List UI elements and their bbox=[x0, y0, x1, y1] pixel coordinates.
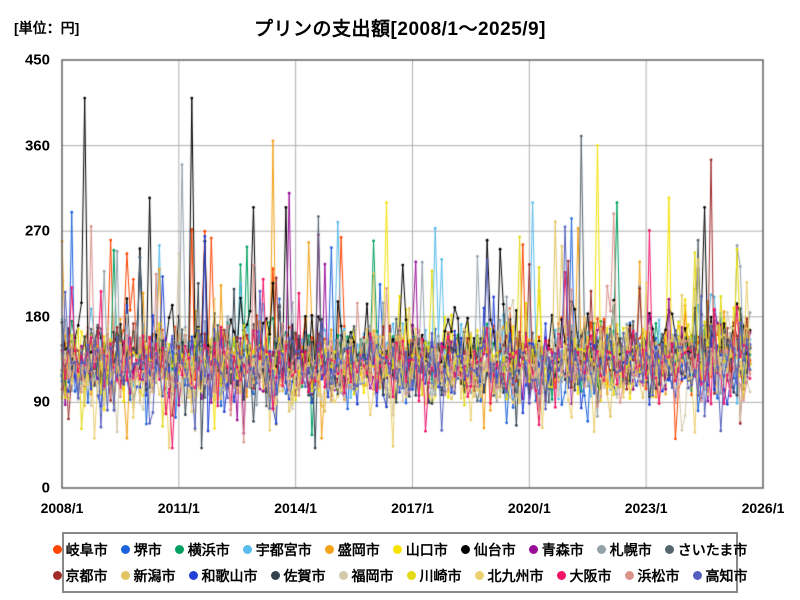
legend-dot-icon bbox=[624, 571, 634, 580]
legend-item-label: 京都市 bbox=[65, 567, 108, 584]
legend-dot-icon bbox=[664, 545, 674, 554]
legend-item: 仙台市 bbox=[460, 540, 516, 560]
legend-item: 横浜市 bbox=[174, 540, 230, 560]
y-axis-tick-label: 360 bbox=[24, 137, 50, 155]
legend-item-label: 宇都宮市 bbox=[255, 541, 312, 558]
legend-item-label: 仙台市 bbox=[473, 541, 516, 558]
legend-dot-icon bbox=[474, 571, 484, 580]
legend-item-label: 横浜市 bbox=[187, 541, 230, 558]
y-axis-tick-label: 270 bbox=[24, 222, 50, 240]
legend-dot-icon bbox=[188, 571, 198, 580]
legend-item: 福岡市 bbox=[338, 566, 394, 586]
legend-item-label: 北九州市 bbox=[487, 567, 544, 584]
legend-item-label: 佐賀市 bbox=[283, 567, 326, 584]
legend-item: 北九州市 bbox=[474, 566, 544, 586]
legend-dot-icon bbox=[528, 545, 538, 554]
legend-item: 宇都宮市 bbox=[242, 540, 312, 560]
y-axis-tick-label: 180 bbox=[24, 308, 50, 326]
legend: 岐阜市 堺市 横浜市 宇都宮市 盛岡市 山口市 仙台市 青森市 札幌市 さいたま市京都市 新潟市 和歌… bbox=[52, 532, 748, 593]
legend-item-label: 盛岡市 bbox=[337, 541, 380, 558]
x-axis-tick-label: 2023/1 bbox=[624, 500, 668, 516]
legend-item: さいたま市 bbox=[664, 540, 748, 560]
legend-item: 札幌市 bbox=[596, 540, 652, 560]
x-axis-tick-label: 2026/1 bbox=[741, 500, 785, 516]
legend-dot-icon bbox=[692, 571, 702, 580]
legend-item-label: 和歌山市 bbox=[201, 567, 258, 584]
legend-item-label: 山口市 bbox=[405, 541, 448, 558]
legend-dot-icon bbox=[120, 571, 130, 580]
x-axis-tick-label: 2011/1 bbox=[157, 500, 200, 516]
legend-item-label: 大阪市 bbox=[569, 567, 612, 584]
legend-item: 新潟市 bbox=[120, 566, 176, 586]
legend-item: 川崎市 bbox=[406, 566, 462, 586]
x-axis-tick-label: 2017/1 bbox=[391, 500, 434, 516]
y-axis-tick-label: 0 bbox=[41, 479, 50, 497]
legend-item: 佐賀市 bbox=[270, 566, 326, 586]
x-axis-tick-label: 2008/1 bbox=[40, 500, 84, 516]
legend-item-label: 浜松市 bbox=[637, 567, 680, 584]
legend-dot-icon bbox=[52, 545, 62, 554]
legend-dot-icon bbox=[338, 571, 348, 580]
legend-item: 京都市 bbox=[52, 566, 108, 586]
x-axis-tick-label: 2020/1 bbox=[507, 500, 551, 516]
legend-item: 堺市 bbox=[120, 540, 162, 560]
legend-item: 岐阜市 bbox=[52, 540, 108, 560]
legend-item: 和歌山市 bbox=[188, 566, 258, 586]
legend-dot-icon bbox=[460, 545, 470, 554]
legend-dot-icon bbox=[392, 545, 402, 554]
legend-item: 大阪市 bbox=[556, 566, 612, 586]
legend-item-label: 新潟市 bbox=[133, 567, 176, 584]
legend-item-label: 札幌市 bbox=[609, 541, 652, 558]
legend-dot-icon bbox=[120, 545, 130, 554]
legend-dot-icon bbox=[406, 571, 416, 580]
legend-dot-icon bbox=[556, 571, 566, 580]
legend-dot-icon bbox=[324, 545, 334, 554]
x-axis-tick-label: 2014/1 bbox=[274, 500, 318, 516]
legend-row: 岐阜市 堺市 横浜市 宇都宮市 盛岡市 山口市 仙台市 青森市 札幌市 さいたま市 bbox=[52, 537, 748, 562]
y-axis-tick-label: 450 bbox=[24, 51, 50, 69]
legend-dot-icon bbox=[270, 571, 280, 580]
legend-item-label: 青森市 bbox=[541, 541, 584, 558]
unit-label: [単位：円] bbox=[14, 20, 80, 36]
legend-item-label: さいたま市 bbox=[677, 541, 748, 558]
y-axis-tick-label: 90 bbox=[33, 393, 50, 411]
legend-dot-icon bbox=[174, 545, 184, 554]
legend-item: 高知市 bbox=[692, 566, 748, 586]
legend-row: 京都市 新潟市 和歌山市 佐賀市 福岡市 川崎市 北九州市 大阪市 浜松市 高知市 bbox=[52, 563, 748, 588]
legend-item: 山口市 bbox=[392, 540, 448, 560]
legend-item-label: 川崎市 bbox=[419, 567, 462, 584]
legend-item-label: 高知市 bbox=[705, 567, 748, 584]
legend-dot-icon bbox=[242, 545, 252, 554]
legend-item-label: 福岡市 bbox=[351, 567, 394, 584]
legend-dot-icon bbox=[596, 545, 606, 554]
legend-item: 盛岡市 bbox=[324, 540, 380, 560]
legend-item-label: 岐阜市 bbox=[65, 541, 108, 558]
chart-title: プリンの支出額[2008/1～2025/9] bbox=[254, 19, 546, 40]
legend-item: 青森市 bbox=[528, 540, 584, 560]
legend-item: 浜松市 bbox=[624, 566, 680, 586]
legend-item-label: 堺市 bbox=[133, 541, 162, 558]
legend-dot-icon bbox=[52, 571, 62, 580]
